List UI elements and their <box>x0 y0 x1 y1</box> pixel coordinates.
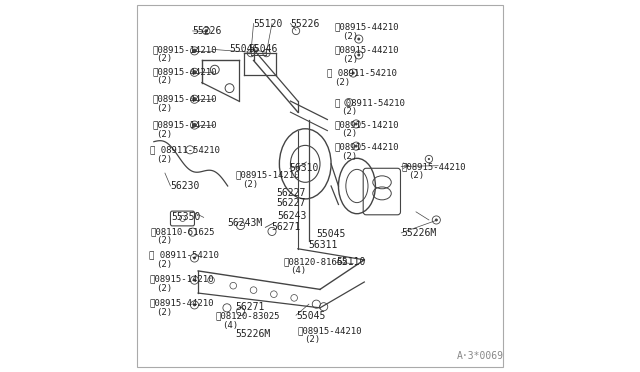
Text: Ⓦ08915-14210: Ⓦ08915-14210 <box>235 170 300 179</box>
Text: 55045: 55045 <box>296 311 325 321</box>
Text: (2): (2) <box>156 154 172 164</box>
Text: Ⓝ 08911-54210: Ⓝ 08911-54210 <box>328 68 397 77</box>
Text: 56227: 56227 <box>276 188 306 198</box>
Text: 55226: 55226 <box>193 26 222 36</box>
Circle shape <box>428 158 430 160</box>
Text: (2): (2) <box>156 236 172 245</box>
Text: Ⓥ08915-44210: Ⓥ08915-44210 <box>152 67 216 76</box>
Text: Ⓦ08915-14210: Ⓦ08915-14210 <box>152 45 216 54</box>
Text: (2): (2) <box>156 54 172 63</box>
Text: (2): (2) <box>342 32 358 41</box>
Text: ⒲08120-81662: ⒲08120-81662 <box>283 257 348 266</box>
Text: Ⓦ08915-44210: Ⓦ08915-44210 <box>298 326 362 335</box>
Text: Ⓦ08915-44210: Ⓦ08915-44210 <box>335 142 399 151</box>
Text: (2): (2) <box>156 76 172 85</box>
Text: 55350: 55350 <box>172 212 201 222</box>
Text: 55226: 55226 <box>291 19 320 29</box>
Text: 55226M: 55226M <box>401 228 436 238</box>
Circle shape <box>435 218 438 221</box>
Text: 56271: 56271 <box>235 302 264 312</box>
Text: 56230: 56230 <box>170 181 200 191</box>
Text: 56310: 56310 <box>290 163 319 173</box>
Text: (2): (2) <box>342 55 358 64</box>
Text: ⒲08120-83025: ⒲08120-83025 <box>216 311 280 320</box>
Text: 55045: 55045 <box>316 229 346 239</box>
Text: Ⓦ08915-44210: Ⓦ08915-44210 <box>401 162 466 171</box>
Circle shape <box>355 122 358 125</box>
Text: 56227: 56227 <box>276 198 306 208</box>
Text: Ⓦ08915-14210: Ⓦ08915-14210 <box>335 120 399 129</box>
Text: (2): (2) <box>156 284 172 293</box>
Text: 56311: 56311 <box>308 240 337 250</box>
Text: (4): (4) <box>223 321 239 330</box>
Text: Ⓝ 08911-54210: Ⓝ 08911-54210 <box>150 145 220 154</box>
Text: (2): (2) <box>305 336 321 344</box>
Circle shape <box>193 304 196 307</box>
Text: (2): (2) <box>156 130 172 139</box>
Text: Ⓥ08915-14210: Ⓥ08915-14210 <box>152 121 216 129</box>
Text: (2): (2) <box>242 180 258 189</box>
Text: Ⓦ08915-44210: Ⓦ08915-44210 <box>335 46 399 55</box>
Text: Ⓝ 08911-54210: Ⓝ 08911-54210 <box>335 98 404 107</box>
Text: Ⓦ08915-44210: Ⓦ08915-44210 <box>152 95 216 104</box>
Circle shape <box>355 145 358 148</box>
Text: 56243M: 56243M <box>227 218 262 228</box>
Text: 55226M: 55226M <box>235 330 270 339</box>
Text: 55120: 55120 <box>253 19 283 29</box>
Circle shape <box>193 279 196 282</box>
Circle shape <box>205 29 208 32</box>
Text: (2): (2) <box>156 260 172 269</box>
Text: Ⓦ08915-44210: Ⓦ08915-44210 <box>149 299 214 308</box>
Text: (2): (2) <box>408 171 425 180</box>
Circle shape <box>352 71 355 74</box>
Text: (2): (2) <box>341 107 358 116</box>
Text: (2): (2) <box>156 104 172 113</box>
Circle shape <box>193 71 196 74</box>
Text: A·3*0069: A·3*0069 <box>456 351 504 361</box>
Text: 56243: 56243 <box>278 211 307 221</box>
Text: Ⓦ08915-14210: Ⓦ08915-14210 <box>149 275 214 283</box>
Circle shape <box>357 38 360 41</box>
Text: 55046: 55046 <box>248 44 277 54</box>
Circle shape <box>193 49 196 52</box>
Text: 55110: 55110 <box>337 257 366 267</box>
Circle shape <box>193 257 196 260</box>
Text: (2): (2) <box>341 129 358 138</box>
Text: Ⓝ 08911-54210: Ⓝ 08911-54210 <box>149 251 220 260</box>
Circle shape <box>193 98 196 101</box>
Circle shape <box>357 54 360 57</box>
Circle shape <box>193 124 196 126</box>
Text: (2): (2) <box>334 78 350 87</box>
Text: 55046: 55046 <box>230 44 259 54</box>
Text: ⒲08110-61625: ⒲08110-61625 <box>150 227 214 236</box>
Text: (2): (2) <box>341 152 358 161</box>
Text: (4): (4) <box>291 266 307 275</box>
Text: Ⓦ08915-44210: Ⓦ08915-44210 <box>335 23 399 32</box>
Text: 56271: 56271 <box>271 222 301 232</box>
Text: (2): (2) <box>156 308 172 317</box>
